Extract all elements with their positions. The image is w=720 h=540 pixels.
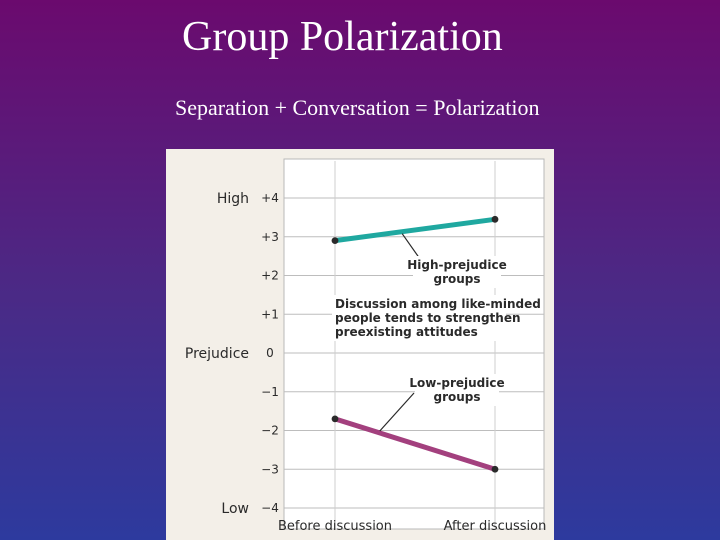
y-tick-label: +4 bbox=[261, 191, 279, 205]
annotation-low-label: Low-prejudice bbox=[409, 376, 504, 390]
annotation-high-label: High-prejudice bbox=[407, 258, 507, 272]
annotation-center-note-bg bbox=[332, 295, 506, 341]
data-point bbox=[491, 465, 499, 473]
annotation-low-label: groups bbox=[433, 390, 480, 404]
plot-area bbox=[283, 158, 545, 530]
series-line-high bbox=[334, 216, 496, 244]
y-tick-label: −2 bbox=[261, 424, 279, 438]
callout-line-high bbox=[401, 233, 421, 260]
polarization-chart: +4 +3 +2 +1 0 −1 −2 −3 −4 High Prejudice Low Before … bbox=[185, 158, 547, 534]
annotation-center-note: Discussion among like-minded bbox=[335, 297, 541, 311]
annotation-center-note: people tends to strengthen bbox=[335, 311, 521, 325]
data-point bbox=[331, 415, 339, 423]
y-tick-label: 0 bbox=[266, 346, 274, 360]
data-point bbox=[491, 215, 499, 223]
y-tick-label: +1 bbox=[261, 307, 279, 321]
slide-subtitle: Separation + Conversation = Polarization bbox=[175, 95, 540, 120]
x-tick-label: After discussion bbox=[444, 519, 547, 534]
annotation-high-label-bg bbox=[413, 256, 501, 288]
data-point bbox=[331, 237, 339, 245]
x-tick-label: Before discussion bbox=[278, 519, 392, 534]
y-axis-high-label: High bbox=[217, 191, 249, 207]
callout-line-low bbox=[379, 392, 415, 432]
series-line-low bbox=[334, 416, 496, 472]
y-tick-label: +3 bbox=[261, 230, 279, 244]
y-axis-low-label: Low bbox=[221, 501, 249, 517]
y-tick-label: −3 bbox=[261, 462, 279, 476]
chart-figure: +4 +3 +2 +1 0 −1 −2 −3 −4 High Prejudice Low Before … bbox=[166, 149, 554, 540]
annotation-low-label-bg bbox=[415, 374, 499, 406]
slide-title: Group Polarization bbox=[182, 14, 503, 60]
y-tick-label: +2 bbox=[261, 269, 279, 283]
y-axis-title: Prejudice bbox=[185, 346, 249, 362]
annotation-high-label: groups bbox=[433, 272, 480, 286]
y-tick-label: −1 bbox=[261, 385, 279, 399]
y-tick-label: −4 bbox=[261, 501, 279, 515]
annotation-center-note: preexisting attitudes bbox=[335, 325, 478, 339]
